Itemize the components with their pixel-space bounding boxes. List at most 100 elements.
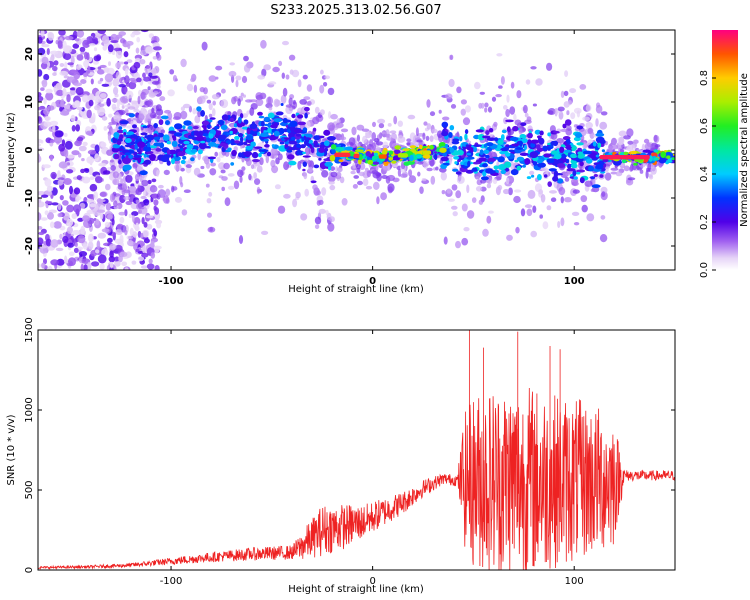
- spectrogram-ridge-blob: [355, 149, 364, 153]
- spectrogram-noise-blob: [58, 30, 66, 36]
- spectrogram-noise-blob: [116, 99, 120, 108]
- spectrogram-ridge-blob: [547, 181, 552, 188]
- spectrogram-noise-blob: [57, 213, 63, 218]
- spectrogram-noise-blob: [75, 124, 80, 132]
- spectrogram-halo-blob: [610, 167, 619, 171]
- spectrogram-noise-blob: [65, 104, 71, 110]
- spectrogram-halo-blob: [167, 112, 173, 121]
- spectrogram-noise-blob: [41, 194, 49, 198]
- spectrogram-noise-blob: [97, 232, 107, 239]
- spectrogram-halo-blob: [503, 188, 510, 195]
- spectrogram-halo-blob: [601, 191, 606, 197]
- spectrogram-noise-blob: [90, 78, 94, 85]
- spectrogram-noise-blob: [149, 75, 158, 79]
- spectrogram-streak: [423, 150, 432, 155]
- spectrogram-noise-blob: [145, 186, 152, 193]
- spectrogram-noise-blob: [77, 217, 84, 222]
- spectrogram-halo-blob: [600, 215, 606, 220]
- spectrogram-halo-blob: [330, 171, 338, 178]
- spectrogram-noise-blob: [73, 187, 81, 195]
- spectrogram-noise-blob: [140, 232, 144, 239]
- colorbar-label: Normalized spectral amplitude: [739, 73, 750, 227]
- spectrogram-halo-blob: [408, 175, 417, 184]
- spectrogram-ridge-blob: [182, 125, 186, 130]
- spectrogram-ridge-blob: [257, 111, 263, 116]
- spectrogram-ridge-blob: [488, 128, 494, 133]
- spectrogram-noise-blob: [38, 153, 41, 163]
- snr-ytick-label: 0: [24, 567, 35, 573]
- spectrogram-noise-blob: [109, 250, 114, 258]
- spectrogram-noise-blob: [100, 141, 107, 148]
- spectrogram-halo-blob: [361, 128, 370, 132]
- spectrogram-halo-blob: [547, 110, 554, 115]
- spectrogram-halo-blob: [209, 168, 217, 176]
- spectrogram-halo-blob: [327, 122, 335, 131]
- spectrogram-noise-blob: [86, 109, 92, 119]
- spectrogram-halo-blob: [180, 110, 188, 120]
- spectrogram-ridge-blob: [551, 150, 558, 155]
- spectrogram-ridge-blob: [382, 149, 388, 155]
- spectrogram-noise-blob: [71, 150, 80, 156]
- spectrogram-halo-blob: [266, 96, 273, 105]
- spectrogram-noise-blob: [107, 132, 112, 142]
- spectrogram-ridge-blob: [440, 156, 449, 162]
- spectrogram-halo-blob: [113, 86, 119, 95]
- spectrogram-ridge-blob: [275, 111, 284, 116]
- spectrogram-halo-blob: [496, 53, 503, 57]
- spectrogram-noise-blob: [115, 62, 121, 69]
- spectrogram-halo-blob: [426, 123, 432, 130]
- spectrogram-halo-blob: [584, 180, 593, 187]
- spectrogram-noise-blob: [108, 243, 117, 250]
- spectrogram-halo-blob: [186, 83, 194, 92]
- spectrogram-halo-blob: [216, 156, 221, 163]
- spectrogram-halo-blob: [393, 115, 398, 125]
- spectrogram-ridge-blob: [402, 148, 410, 152]
- spectrogram-ridge-blob: [563, 149, 572, 153]
- spectrogram-ridge-blob: [472, 161, 480, 165]
- spectrogram-noise-blob: [135, 47, 140, 54]
- spectrogram-halo-blob: [462, 10, 469, 14]
- spectrogram-halo-blob: [245, 158, 252, 167]
- colorbar-tick-label: 0.0: [699, 262, 710, 278]
- spectrogram-halo-blob: [549, 190, 557, 194]
- spectrogram-noise-blob: [47, 265, 53, 270]
- spectrogram-halo-blob: [339, 176, 345, 184]
- spectrogram-halo-blob: [426, 99, 431, 108]
- spectrogram-halo-blob: [438, 109, 442, 114]
- spectrogram-ridge-blob: [166, 140, 171, 145]
- spectrogram-noise-blob: [97, 254, 107, 264]
- spectrogram-ytick-label: 0: [24, 146, 35, 153]
- spectrogram-halo-blob: [488, 151, 492, 157]
- spectrogram-ridge-blob: [452, 168, 459, 172]
- spectrogram-streak: [353, 153, 360, 159]
- spectrogram-halo-blob: [535, 78, 543, 86]
- spectrogram-halo-blob: [190, 77, 196, 83]
- spectrogram-ridge-blob: [504, 161, 512, 168]
- spectrogram-halo-blob: [566, 110, 570, 116]
- spectrogram-noise-blob: [145, 215, 154, 219]
- spectrogram-ridge-blob: [642, 149, 651, 153]
- spectrogram-halo-blob: [261, 68, 267, 77]
- spectrogram-halo-blob: [136, 164, 144, 173]
- spectrogram-halo-blob: [304, 188, 310, 197]
- spectrogram-noise-blob: [88, 99, 94, 107]
- spectrogram-halo-blob: [650, 166, 657, 175]
- spectrogram-halo-blob: [514, 189, 522, 193]
- spectrogram-ridge-blob: [487, 157, 496, 162]
- spectrogram-ridge-blob: [653, 149, 659, 153]
- spectrogram-ridge-blob: [229, 117, 235, 123]
- spectrogram-noise-blob: [38, 116, 43, 124]
- spectrogram-halo-blob: [306, 84, 313, 92]
- spectrogram-noise-blob: [44, 210, 49, 216]
- spectrogram-noise-blob: [52, 65, 58, 72]
- spectrogram-ridge-blob: [500, 134, 505, 141]
- spectrogram-ridge-blob: [487, 170, 496, 174]
- spectrogram-halo-blob: [520, 208, 526, 217]
- spectrogram-ridge-blob: [538, 137, 545, 145]
- spectrogram-ridge-blob: [207, 142, 217, 147]
- spectrogram-noise-blob: [146, 223, 153, 230]
- spectrogram-noise-blob: [41, 79, 48, 88]
- spectrogram-halo-blob: [387, 174, 395, 182]
- spectrogram-halo-blob: [532, 205, 537, 213]
- spectrogram-halo-blob: [203, 87, 208, 95]
